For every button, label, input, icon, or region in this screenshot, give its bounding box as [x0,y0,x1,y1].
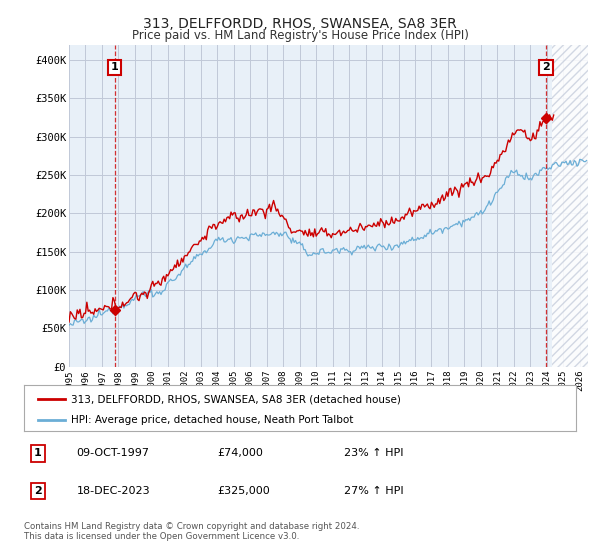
Text: 313, DELFFORDD, RHOS, SWANSEA, SA8 3ER (detached house): 313, DELFFORDD, RHOS, SWANSEA, SA8 3ER (… [71,394,401,404]
Text: £74,000: £74,000 [217,449,263,459]
Text: 2: 2 [34,486,41,496]
Text: Contains HM Land Registry data © Crown copyright and database right 2024.
This d: Contains HM Land Registry data © Crown c… [24,522,359,542]
Text: 1: 1 [34,449,41,459]
Text: HPI: Average price, detached house, Neath Port Talbot: HPI: Average price, detached house, Neat… [71,415,353,424]
Text: 23% ↑ HPI: 23% ↑ HPI [344,449,404,459]
Text: 313, DELFFORDD, RHOS, SWANSEA, SA8 3ER: 313, DELFFORDD, RHOS, SWANSEA, SA8 3ER [143,16,457,30]
Text: Price paid vs. HM Land Registry's House Price Index (HPI): Price paid vs. HM Land Registry's House … [131,29,469,42]
Bar [552,45,588,367]
Text: 1: 1 [111,62,119,72]
Text: 09-OCT-1997: 09-OCT-1997 [76,449,149,459]
Text: 27% ↑ HPI: 27% ↑ HPI [344,486,404,496]
Text: £325,000: £325,000 [217,486,270,496]
Text: 18-DEC-2023: 18-DEC-2023 [76,486,150,496]
Text: 2: 2 [542,62,550,72]
